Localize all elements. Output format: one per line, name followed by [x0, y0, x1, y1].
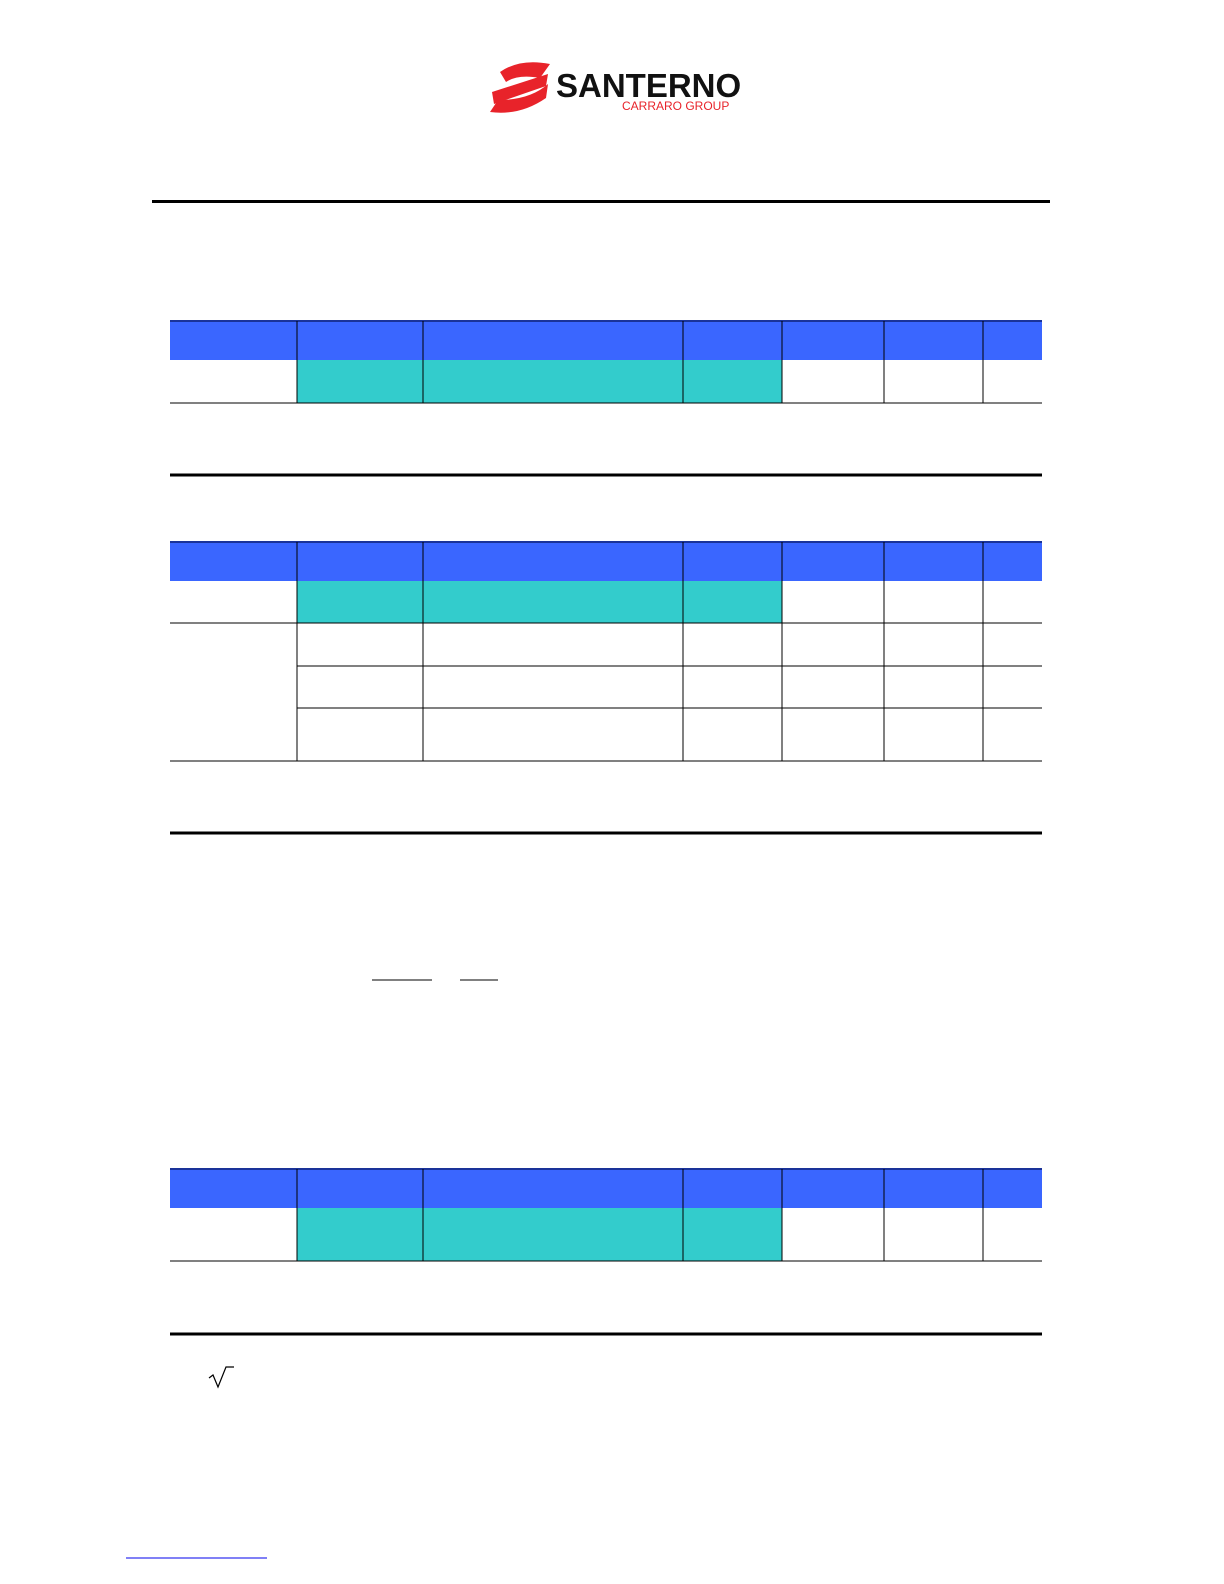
table: [170, 1168, 1042, 1262]
table-header: [170, 1169, 1042, 1208]
table-header: [170, 542, 1042, 581]
highlight-cell: [297, 1208, 782, 1261]
table: [170, 541, 1042, 762]
table-grid: [170, 542, 1042, 762]
table: [170, 320, 1042, 404]
logo-group: CARRARO GROUP: [622, 99, 729, 113]
sqrt-sign: [208, 1366, 234, 1389]
logo-swoosh: [500, 62, 550, 82]
logo-name: SANTERNO: [556, 67, 741, 104]
logo: SANTERNO CARRARO GROUP: [490, 62, 741, 113]
table-header: [170, 321, 1042, 360]
table-grid: [170, 1169, 1042, 1262]
highlight-cell: [297, 360, 782, 403]
logo-swoosh: [490, 84, 548, 113]
logo-swoosh: [492, 74, 548, 104]
highlight-cell: [297, 581, 782, 623]
table-grid: [170, 321, 1042, 404]
